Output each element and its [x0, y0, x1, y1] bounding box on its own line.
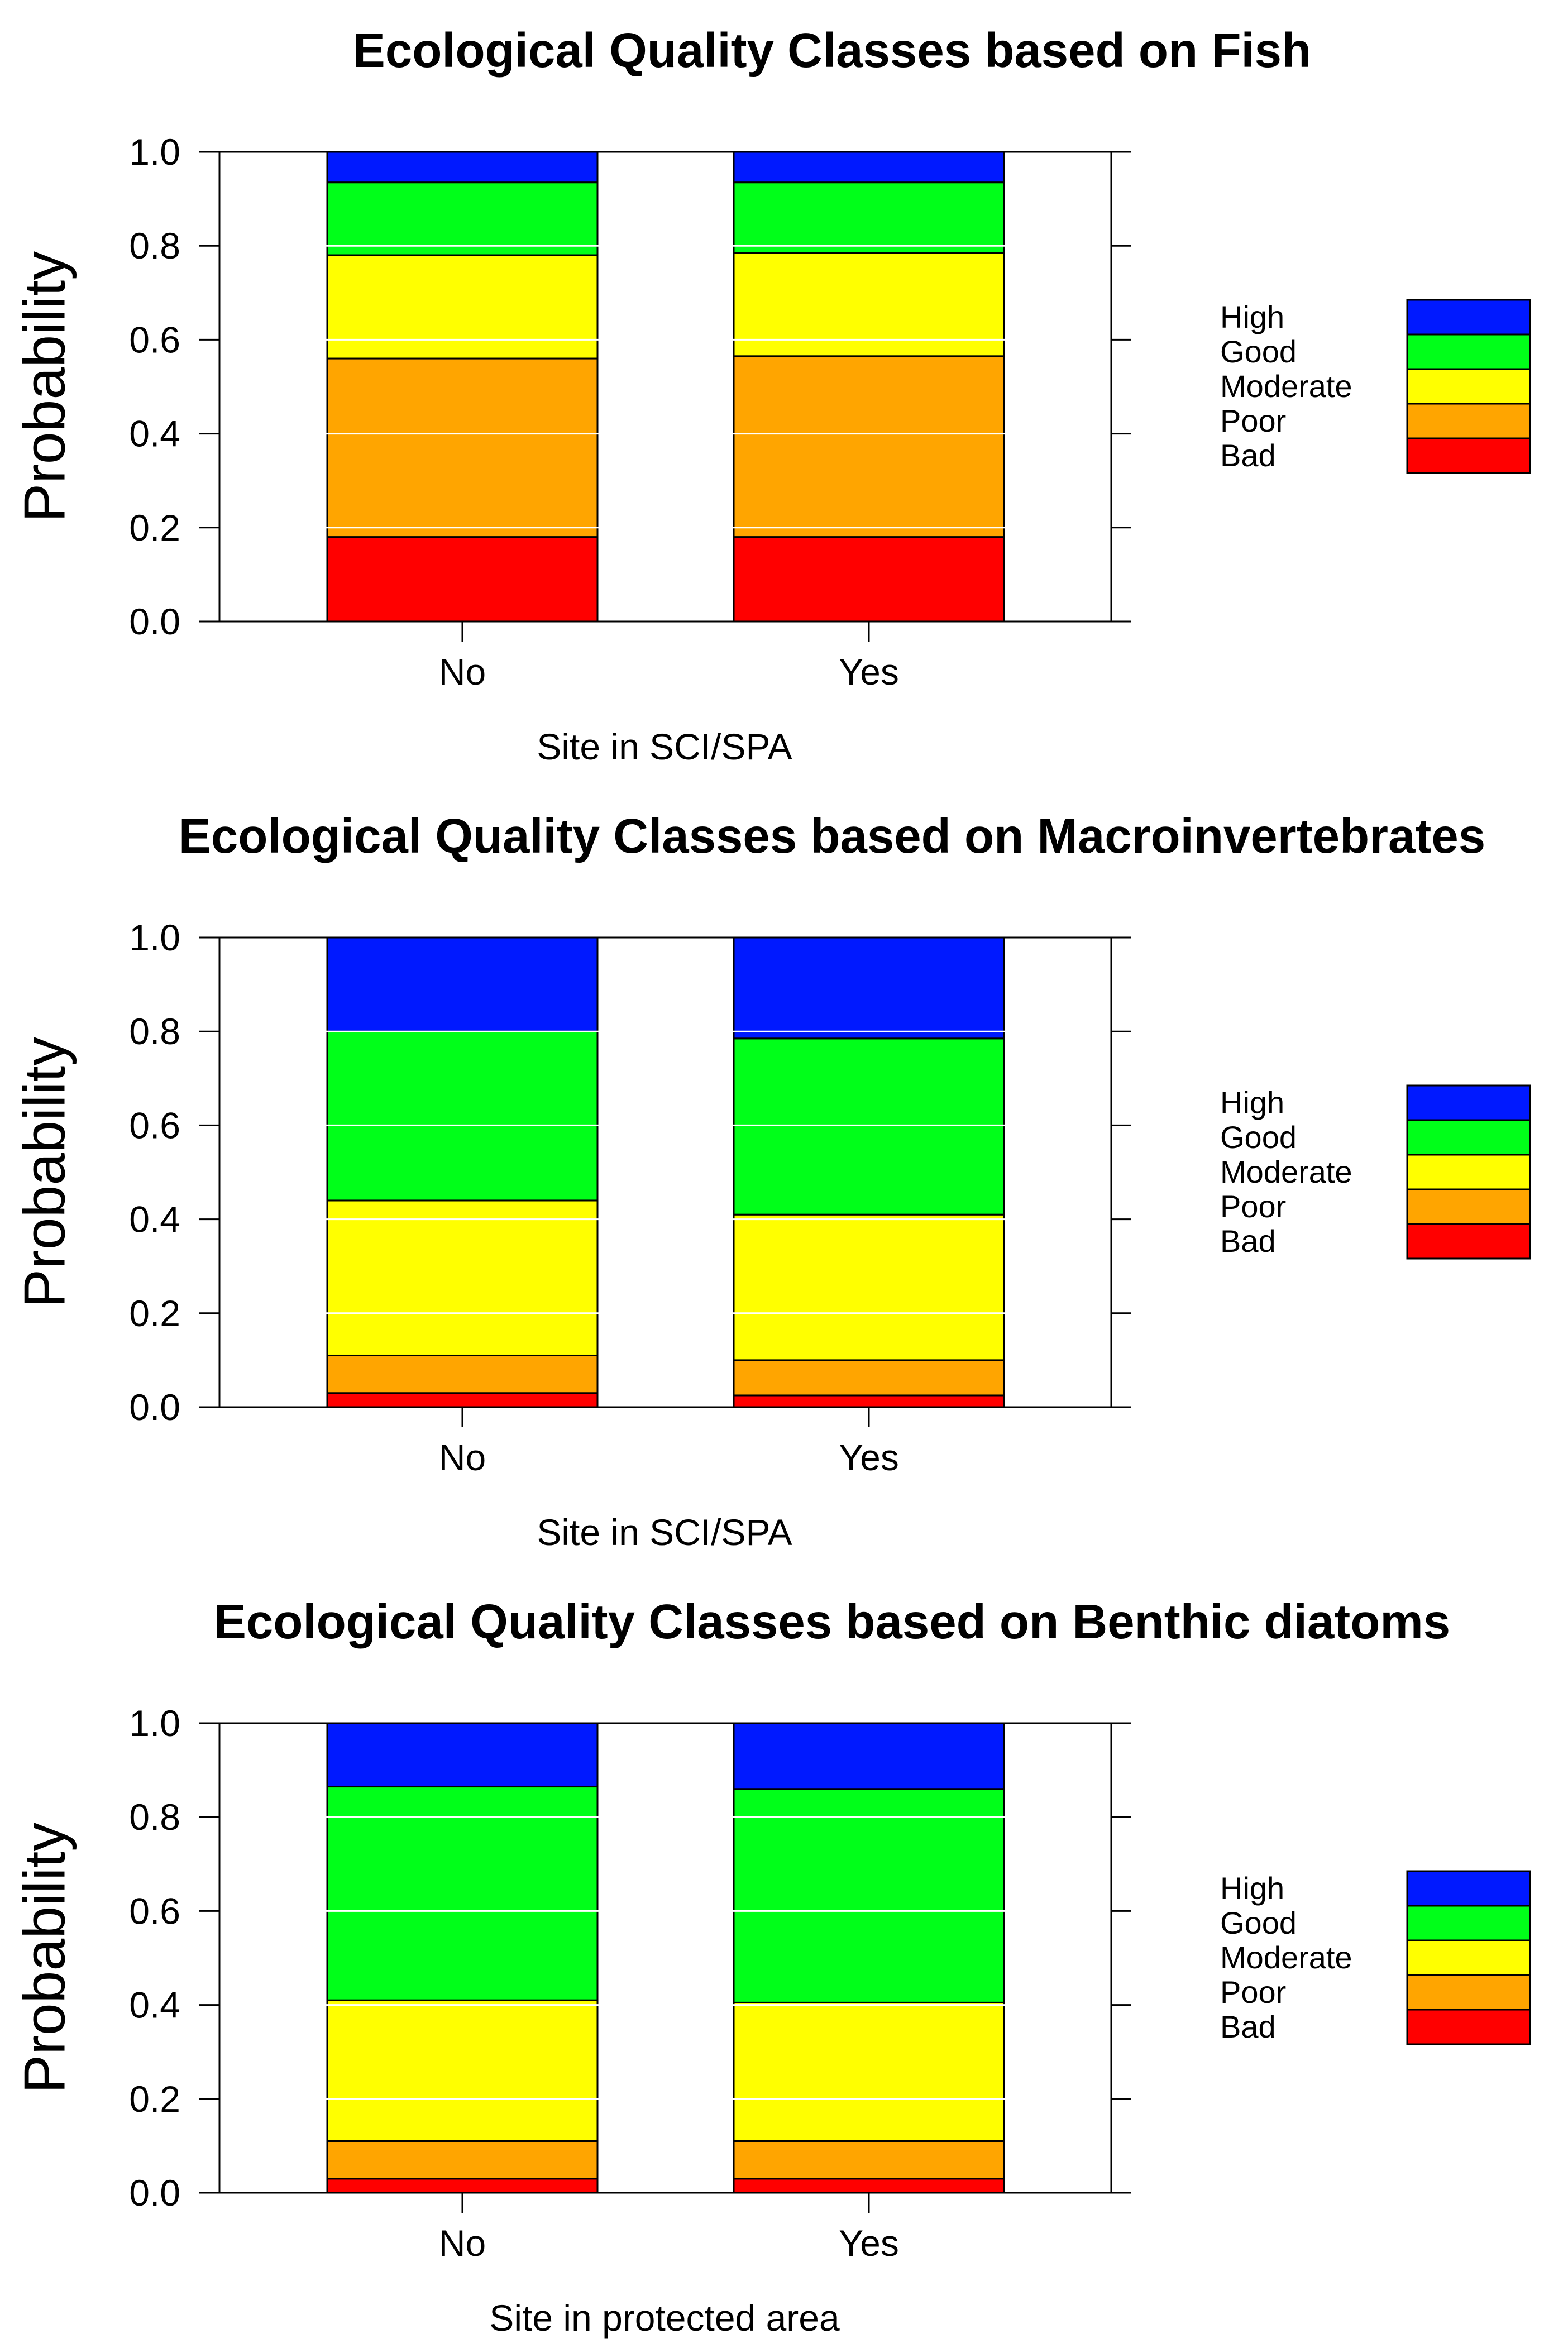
legend-label-moderate: Moderate: [1220, 369, 1352, 404]
bar-segment-high-no: [326, 936, 599, 1032]
y-tick-label: 0.0: [129, 601, 180, 642]
y-tick-label: 0.8: [129, 225, 180, 266]
legend-swatch-high: [1406, 299, 1531, 336]
chart-panel: Ecological Quality Classes based on Bent…: [12, 1595, 1531, 2339]
y-tick-label: 0.6: [129, 1104, 180, 1146]
legend-label-good: Good: [1220, 1905, 1297, 1940]
legend-label-moderate: Moderate: [1220, 1154, 1352, 1189]
bar-segment-poor-no: [326, 357, 599, 538]
x-axis-label: Site in SCI/SPA: [537, 726, 792, 767]
legend-swatch-poor: [1406, 403, 1531, 439]
y-tick-label: 0.2: [129, 2078, 180, 2120]
legend-label-bad: Bad: [1220, 2009, 1276, 2044]
legend-swatch-good: [1406, 1905, 1531, 1941]
y-tick-label: 0.8: [129, 1796, 180, 1838]
legend-label-good: Good: [1220, 1120, 1297, 1155]
legend-label-good: Good: [1220, 334, 1297, 369]
legend-swatch-poor: [1406, 1188, 1531, 1225]
legend-label-high: High: [1220, 1871, 1284, 1906]
legend-swatch-good: [1406, 1119, 1531, 1156]
y-tick-label: 0.2: [129, 507, 180, 548]
legend-label-poor: Poor: [1220, 403, 1286, 438]
legend-label-bad: Bad: [1220, 438, 1276, 473]
legend-label-poor: Poor: [1220, 1189, 1286, 1224]
y-tick-label: 0.4: [129, 1984, 180, 2026]
bar-segment-bad-yes: [733, 2178, 1005, 2194]
bar-segment-good-yes: [733, 1788, 1005, 2003]
legend-swatch-moderate: [1406, 368, 1531, 405]
y-tick-label: 0.0: [129, 1386, 180, 1428]
y-tick-label: 1.0: [129, 131, 180, 173]
x-tick-label: Yes: [839, 1437, 899, 1478]
bar-segment-good-no: [326, 181, 599, 256]
legend-label-bad: Bad: [1220, 1223, 1276, 1259]
x-tick-label: Yes: [839, 2222, 899, 2264]
legend-label-moderate: Moderate: [1220, 1940, 1352, 1975]
bar-segment-moderate-no: [326, 1999, 599, 2142]
bar-segment-bad-yes: [733, 536, 1005, 623]
bar-segment-high-yes: [733, 151, 1005, 184]
bar-segment-moderate-yes: [733, 1213, 1005, 1361]
x-tick-label: Yes: [839, 651, 899, 692]
x-axis-label: Site in protected area: [489, 2297, 840, 2339]
y-tick-label: 1.0: [129, 917, 180, 958]
y-tick-label: 0.6: [129, 319, 180, 360]
bar-segment-high-yes: [733, 936, 1005, 1040]
legend-swatch-bad: [1406, 2009, 1531, 2045]
y-tick-label: 0.4: [129, 413, 180, 455]
chart-panel: Ecological Quality Classes based on Macr…: [12, 809, 1531, 1553]
bar-segment-bad-no: [326, 2178, 599, 2194]
legend-swatch-high: [1406, 1870, 1531, 1907]
x-tick-label: No: [439, 651, 486, 692]
y-tick-label: 0.2: [129, 1293, 180, 1334]
legend-swatch-moderate: [1406, 1154, 1531, 1190]
bar-segment-moderate-yes: [733, 252, 1005, 357]
bar-segment-bad-no: [326, 536, 599, 623]
x-tick-label: No: [439, 2222, 486, 2264]
bar-segment-good-no: [326, 1030, 599, 1202]
bar-segment-high-no: [326, 1722, 599, 1788]
legend-swatch-good: [1406, 333, 1531, 370]
chart-title: Ecological Quality Classes based on Fish: [353, 23, 1311, 78]
chart-title: Ecological Quality Classes based on Macr…: [179, 809, 1485, 863]
legend-label-poor: Poor: [1220, 1974, 1286, 2010]
bar-segment-moderate-yes: [733, 2001, 1005, 2142]
bar-segment-poor-no: [326, 1354, 599, 1394]
bar-segment-high-yes: [733, 1722, 1005, 1790]
legend-swatch-bad: [1406, 1223, 1531, 1260]
y-tick-label: 0.8: [129, 1011, 180, 1052]
bar-segment-poor-yes: [733, 1359, 1005, 1397]
x-axis-label: Site in SCI/SPA: [537, 1512, 792, 1553]
bar-segment-poor-no: [326, 2140, 599, 2180]
bar-segment-poor-yes: [733, 355, 1005, 538]
bar-segment-high-no: [326, 151, 599, 184]
y-axis-label: Probability: [12, 1823, 77, 2094]
y-axis-label: Probability: [12, 1037, 77, 1308]
bar-segment-poor-yes: [733, 2140, 1005, 2180]
chart-title: Ecological Quality Classes based on Bent…: [214, 1595, 1450, 1649]
legend-label-high: High: [1220, 1085, 1284, 1120]
bar-segment-bad-yes: [733, 1394, 1005, 1408]
y-tick-label: 1.0: [129, 1703, 180, 1744]
y-tick-label: 0.0: [129, 2172, 180, 2213]
x-tick-label: No: [439, 1437, 486, 1478]
bar-segment-good-yes: [733, 181, 1005, 254]
chart-panel: Ecological Quality Classes based on Fish…: [12, 23, 1531, 767]
bar-segment-moderate-no: [326, 1199, 599, 1356]
legend-swatch-bad: [1406, 437, 1531, 474]
bar-segment-good-yes: [733, 1037, 1005, 1216]
bar-segment-bad-no: [326, 1392, 599, 1408]
y-tick-label: 0.6: [129, 1890, 180, 1931]
legend-swatch-moderate: [1406, 1939, 1531, 1976]
legend-label-high: High: [1220, 299, 1284, 334]
legend-swatch-high: [1406, 1084, 1531, 1121]
legend-swatch-poor: [1406, 1974, 1531, 2011]
y-axis-label: Probability: [12, 251, 77, 523]
bar-segment-good-no: [326, 1786, 599, 2001]
y-tick-label: 0.4: [129, 1199, 180, 1240]
bar-segment-moderate-no: [326, 254, 599, 360]
